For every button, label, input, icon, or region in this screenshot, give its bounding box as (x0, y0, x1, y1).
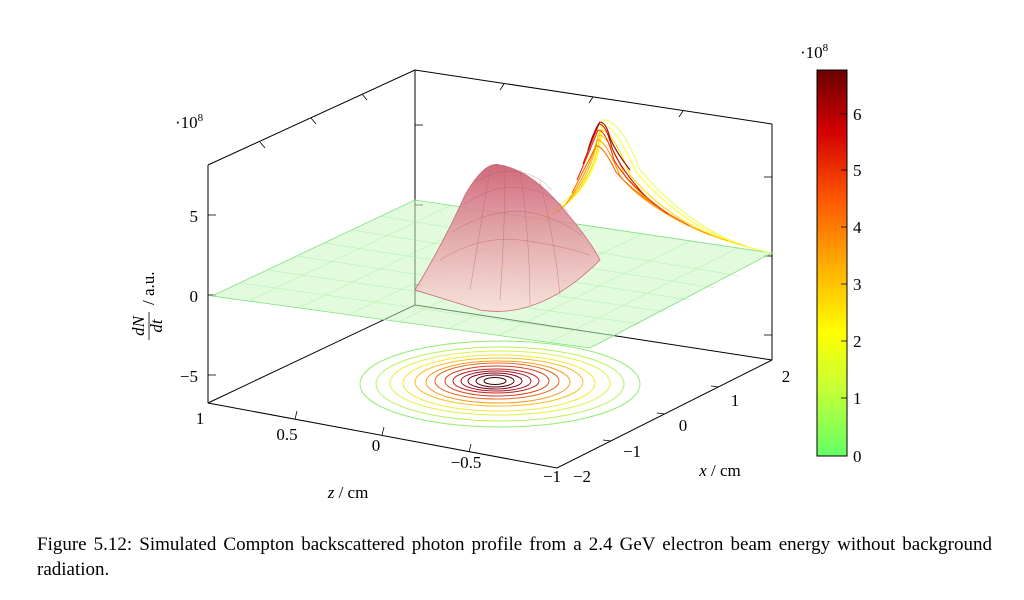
svg-text:dt: dt (147, 318, 166, 333)
y-tick-label: 0 (190, 287, 199, 306)
colorbar-tick-label: 6 (853, 105, 862, 124)
z-tick-label: 0.5 (276, 425, 297, 444)
floor-contours (359, 340, 641, 428)
z-tick-label: 1 (196, 409, 205, 428)
x-tick-label: 0 (679, 416, 688, 435)
y-tick-label: 5 (190, 207, 199, 226)
colorbar: ·108 6 5 4 3 2 1 0 (800, 42, 862, 466)
colorbar-tick-label: 5 (853, 161, 862, 180)
colorbar-tick-label: 3 (853, 275, 862, 294)
y-tick-label: −5 (180, 367, 198, 386)
colorbar-tick-label: 4 (853, 218, 862, 237)
z-tick-labels: 1 0.5 0 −0.5 −1 (196, 409, 561, 486)
x-axis-label: x / cm (698, 461, 741, 480)
colorbar-tick-label: 0 (853, 447, 862, 466)
y-scale-label: ·108 (175, 112, 204, 132)
surface-peak-right (519, 119, 773, 254)
x-tick-label: 1 (731, 391, 740, 410)
x-tick-labels: −2 −1 0 1 2 (573, 367, 790, 486)
y-tick-labels: 5 0 −5 (180, 207, 198, 386)
svg-text:dN: dN (129, 314, 148, 336)
colorbar-tick-label: 1 (853, 389, 862, 408)
colorbar-tick-label: 2 (853, 332, 862, 351)
surface-peak-left (414, 163, 601, 312)
figure-caption: Figure 5.12: Simulated Compton backscatt… (37, 534, 992, 580)
compton-profile-figure: ·108 5 0 −5 dN dt / a.u. 1 0.5 0 −0.5 −1… (129, 42, 862, 502)
z-axis-label: z / cm (327, 483, 369, 502)
x-tick-label: 2 (782, 367, 791, 386)
z-tick-label: −0.5 (451, 453, 482, 472)
x-tick-label: −2 (573, 467, 591, 486)
z-tick-label: −1 (543, 467, 561, 486)
x-tick-label: −1 (623, 442, 641, 461)
colorbar-scale-label: ·108 (800, 42, 829, 62)
z-tick-label: 0 (372, 436, 381, 455)
svg-text:/ a.u.: / a.u. (139, 271, 158, 305)
y-axis-label: dN dt / a.u. (129, 271, 166, 340)
